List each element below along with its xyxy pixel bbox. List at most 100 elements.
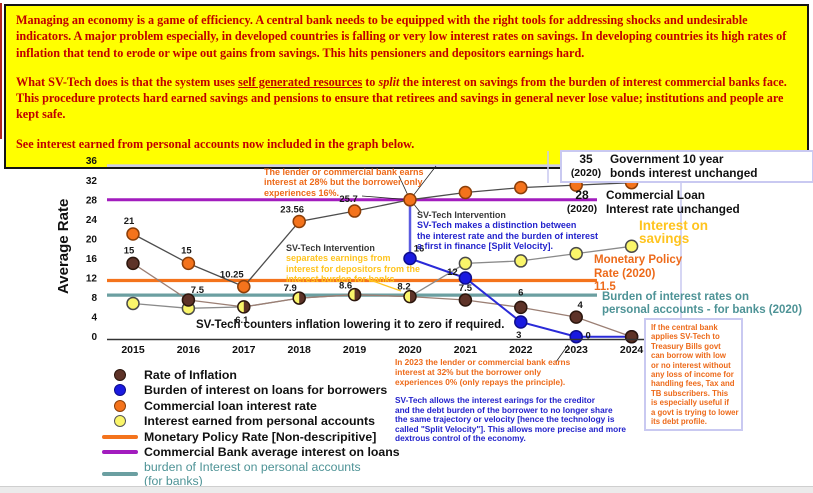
- point-label: 23.56: [280, 205, 304, 216]
- data-point-commercial-loan-interest-rate: [292, 214, 306, 229]
- callout-intervention-1: [366, 278, 402, 292]
- note-p2-plain-e: the interest on savings from the burden …: [16, 74, 787, 122]
- point-label: 25.7: [339, 194, 358, 205]
- data-point-interest-earned-from-personal-accounts: [458, 256, 473, 271]
- legend-label: Burden of interest on loans for borrower…: [144, 383, 388, 398]
- annotation-svtech-2-title: SV-Tech Intervention: [417, 210, 506, 220]
- y-tick-label: 36: [86, 156, 98, 167]
- annotation-svtech-1-title: SV-Tech Intervention: [286, 243, 375, 253]
- point-label: 7.9: [284, 283, 297, 294]
- data-point-interest-earned-from-personal-accounts: [126, 296, 140, 311]
- point-label: 7.5: [459, 283, 473, 294]
- point-label: 7.5: [191, 285, 205, 296]
- commercial-loan-year: (2020): [566, 202, 598, 215]
- y-tick-label: 8: [91, 293, 97, 304]
- note-p2-italic: split: [378, 74, 400, 89]
- data-point-rate-of-inflation: [181, 293, 196, 307]
- window-bottom-strip: [0, 486, 813, 493]
- legend-dot-swatch: [100, 415, 140, 428]
- legend-line-swatch: [100, 434, 140, 439]
- point-label: 15: [124, 245, 135, 256]
- point-label: 10.25: [220, 270, 244, 281]
- chart-legend: Rate of Inflation Burden of interest on l…: [100, 367, 400, 488]
- data-point-rate-of-inflation: [569, 310, 583, 324]
- gov-bonds-value: 35: [579, 152, 593, 166]
- x-tick-label: 2022: [509, 344, 533, 356]
- data-point-burden-of-interest-on-loans-for-borrowers: [569, 329, 583, 344]
- x-tick-label: 2017: [232, 344, 256, 356]
- burden-personal-accounts-label: Burden of interest rates on personal acc…: [602, 291, 803, 316]
- window-left-edge: [0, 3, 2, 139]
- annotation-svtech-1-body: separates earnings from interest for dep…: [286, 253, 421, 285]
- series-line-rate-of-inflation: [132, 262, 632, 338]
- y-tick-label: 32: [86, 176, 98, 187]
- data-point-outline: [403, 289, 417, 304]
- y-tick-label: 24: [86, 215, 98, 226]
- callout-lender-2: [361, 195, 411, 201]
- data-point-outline: [292, 291, 306, 305]
- legend-marker: [102, 472, 138, 476]
- callout-35-line: [409, 165, 437, 201]
- point-label: 6: [518, 287, 523, 298]
- legend-item: Monetary Policy Rate [Non-descripitive]: [100, 429, 400, 445]
- annotation-lender-earns: The lender or commercial bank earns inte…: [264, 167, 424, 198]
- y-axis-title: Average Rate: [55, 199, 72, 294]
- callout-in-2023: [555, 344, 569, 363]
- x-tick-label: 2021: [454, 344, 478, 356]
- data-point-commercial-loan-interest-rate: [181, 256, 196, 271]
- note-p2-plain-a: What SV-Tech does is that the system use…: [16, 74, 239, 89]
- data-point-outline: [237, 300, 251, 314]
- data-point-commercial-loan-interest-rate: [237, 279, 251, 294]
- data-point-burden-of-interest-on-loans-for-borrowers: [458, 271, 473, 285]
- point-label: 6.1: [235, 315, 249, 326]
- data-point-interest-earned-from-personal-accounts: [514, 254, 528, 268]
- point-label: 4: [578, 300, 584, 311]
- data-point-rate-of-inflation: [126, 256, 140, 271]
- commercial-loan-callout: 28 (2020) Commercial Loan Interest rate …: [560, 188, 740, 216]
- central-bank-treasury-note: If the central bank applies SV-Tech to T…: [644, 318, 743, 432]
- point-label: 12: [447, 267, 458, 278]
- legend-item: Commercial Bank average interest on loan…: [100, 445, 400, 461]
- annotation-svtech-intervention-1: SV-Tech Intervention separates earnings …: [286, 243, 420, 285]
- note-p2-underlined: self generated resources: [238, 74, 363, 89]
- note-paragraph-2: What SV-Tech does is that the system use…: [16, 74, 799, 123]
- data-point-burden-of-interest-on-loans-for-borrowers: [514, 315, 528, 329]
- legend-line-swatch: [100, 450, 140, 455]
- data-point-commercial-loan-interest-rate: [403, 193, 417, 207]
- legend-dot-swatch: [100, 368, 140, 381]
- legend-dot-swatch: [100, 384, 140, 397]
- note-p2-plain-c: to: [362, 74, 379, 89]
- point-label: 8.2: [397, 282, 410, 293]
- legend-marker: [114, 399, 126, 412]
- legend-item: Rate of Inflation: [100, 367, 400, 383]
- data-point-rate-of-inflation: [514, 300, 528, 315]
- legend-label: Rate of Inflation: [144, 367, 237, 382]
- point-label: 21: [124, 216, 135, 227]
- legend-label: Commercial Bank average interest on loan…: [144, 445, 400, 460]
- annotation-split-velocity: SV-Tech allows the interest earings for …: [395, 395, 627, 444]
- monetary-policy-rate-label: Monetary Policy Rate (2020) 11.5: [594, 254, 683, 293]
- x-tick-label: 2023: [565, 344, 589, 356]
- commercial-loan-label: Commercial Loan Interest rate unchanged: [606, 188, 740, 216]
- data-point-commercial-loan-interest-rate: [514, 180, 528, 195]
- x-tick-label: 2024: [620, 344, 644, 356]
- data-point-burden-of-interest-on-loans-for-borrowers: [403, 251, 417, 266]
- y-tick-label: 0: [91, 332, 97, 343]
- legend-item: Interest earned from personal accounts: [100, 414, 400, 430]
- data-point-interest-earned-from-personal-accounts: [569, 246, 583, 261]
- series-line-commercial-loan-interest-rate: [132, 182, 632, 288]
- data-point-commercial-loan-interest-rate: [458, 185, 473, 200]
- legend-dot-swatch: [100, 399, 140, 412]
- legend-label: Commercial loan interest rate: [144, 398, 317, 413]
- x-tick-label: 2015: [121, 344, 145, 356]
- y-tick-label: 4: [91, 313, 97, 324]
- commercial-loan-value-column: 28 (2020): [560, 188, 604, 216]
- gov-bonds-value-column: 35 (2020): [564, 152, 608, 180]
- point-label: 15: [181, 245, 192, 256]
- y-tick-label: 16: [86, 254, 98, 265]
- interest-on-savings-label: Interest on savings: [639, 218, 709, 246]
- annotation-svtech-intervention-2: SV-Tech Intervention SV-Tech makes a dis…: [417, 210, 598, 252]
- legend-label: Monetary Policy Rate [Non-descripitive]: [144, 429, 377, 444]
- x-tick-label: 2020: [398, 344, 422, 356]
